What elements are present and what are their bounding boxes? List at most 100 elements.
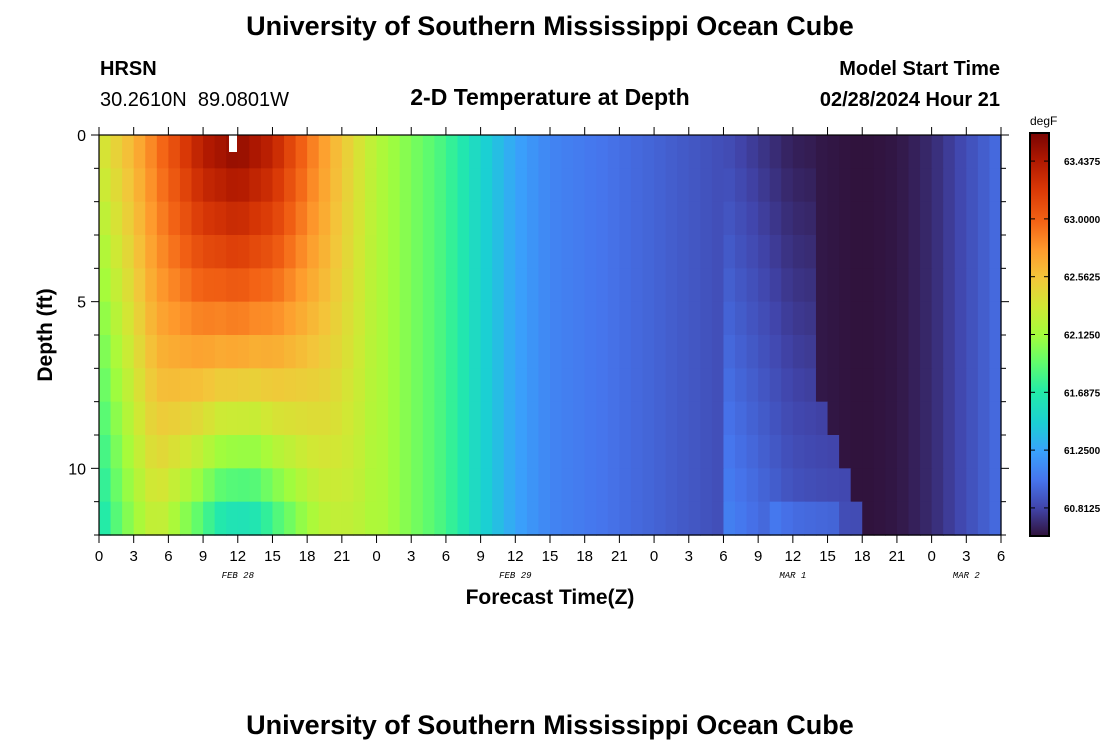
heatmap-cell	[411, 335, 424, 369]
heatmap-cell	[896, 268, 910, 303]
heatmap-cell	[619, 468, 632, 503]
heatmap-cell	[896, 168, 910, 203]
heatmap-cell	[827, 201, 840, 236]
heatmap-cell	[191, 335, 204, 369]
heatmap-cell	[307, 468, 320, 503]
heatmap-cell	[885, 368, 898, 403]
heatmap-cell	[804, 201, 817, 236]
heatmap-cell	[469, 201, 482, 236]
heatmap-cell	[99, 201, 112, 236]
heatmap-cell	[862, 435, 875, 469]
heatmap-cell	[700, 401, 713, 436]
heatmap-cell	[272, 501, 285, 536]
heatmap-cell	[434, 135, 447, 169]
heatmap-cell	[792, 301, 806, 336]
heatmap-cell	[492, 435, 505, 469]
heatmap-cell	[839, 501, 852, 536]
heatmap-cell	[607, 468, 620, 503]
heatmap-cell	[284, 268, 297, 303]
heatmap-cell	[457, 401, 470, 436]
heatmap-cell	[966, 468, 979, 503]
heatmap-cell	[122, 401, 135, 436]
heatmap-cell	[769, 201, 782, 236]
heatmap-cell	[896, 135, 910, 169]
heatmap-cell	[735, 401, 748, 436]
heatmap-cell	[445, 135, 459, 169]
heatmap-cell	[665, 168, 678, 203]
heatmap-cell	[179, 201, 193, 236]
heatmap-cell	[226, 168, 239, 203]
heatmap-cell	[758, 335, 771, 369]
heatmap-cell	[769, 235, 782, 269]
heatmap-cell	[434, 368, 447, 403]
heatmap-cell	[145, 301, 158, 336]
colorbar-tick-label: 63.4375	[1064, 157, 1100, 168]
heatmap-cell	[804, 135, 817, 169]
heatmap-cell	[133, 401, 146, 436]
heatmap-cell	[145, 268, 158, 303]
heatmap-cell	[492, 401, 505, 436]
heatmap-cell	[503, 468, 516, 503]
heatmap-cell	[307, 168, 320, 203]
heatmap-cell	[550, 401, 563, 436]
heatmap-cell	[364, 435, 378, 469]
heatmap-cell	[642, 435, 655, 469]
heatmap-cell	[931, 201, 944, 236]
heatmap-cell	[561, 501, 574, 536]
heatmap-cell	[827, 435, 840, 469]
heatmap-cell	[469, 468, 482, 503]
heatmap-cell	[665, 201, 678, 236]
heatmap-cell	[781, 368, 794, 403]
heatmap-cell	[642, 135, 655, 169]
heatmap-cell	[931, 501, 944, 536]
heatmap-cell	[966, 401, 979, 436]
heatmap-cell	[168, 235, 181, 269]
heatmap-cell	[156, 268, 169, 303]
heatmap-cell	[445, 201, 459, 236]
heatmap-cell	[769, 168, 782, 203]
heatmap-cell	[550, 168, 563, 203]
colorbar-tick-label: 60.8125	[1064, 504, 1100, 515]
heatmap-cell	[133, 201, 146, 236]
heatmap-cell	[156, 435, 169, 469]
heatmap-cell	[677, 368, 690, 403]
x-tick-label: 9	[199, 548, 207, 565]
heatmap-cell	[526, 235, 540, 269]
heatmap-cell	[434, 235, 447, 269]
heatmap-cell	[434, 501, 447, 536]
heatmap-cell	[723, 501, 736, 536]
heatmap-cell	[492, 335, 505, 369]
heatmap-cell	[561, 401, 574, 436]
heatmap-cell	[954, 435, 967, 469]
heatmap-cell	[272, 168, 285, 203]
heatmap-cell	[249, 201, 262, 236]
heatmap-cell	[607, 235, 620, 269]
heatmap-cell	[492, 268, 505, 303]
heatmap-cell	[781, 435, 794, 469]
heatmap-cell	[133, 501, 146, 536]
heatmap-cell	[341, 501, 355, 536]
heatmap-cell	[272, 268, 285, 303]
heatmap-cell	[735, 335, 748, 369]
heatmap-cell	[168, 435, 181, 469]
heatmap-cell	[792, 168, 806, 203]
heatmap-cell	[989, 235, 1002, 269]
heatmap-cell	[850, 268, 863, 303]
heatmap-cell	[815, 401, 829, 436]
heatmap-cell	[607, 135, 620, 169]
heatmap-cell	[353, 168, 366, 203]
heatmap-cell	[711, 401, 725, 436]
heatmap-cell	[191, 368, 204, 403]
heatmap-cell	[237, 401, 250, 436]
heatmap-cell	[943, 168, 956, 203]
heatmap-cell	[457, 168, 470, 203]
heatmap-cell	[249, 435, 262, 469]
heatmap-cell	[260, 268, 274, 303]
heatmap-cell	[815, 368, 829, 403]
heatmap-cell	[711, 468, 725, 503]
x-tick-label: 9	[754, 548, 762, 565]
heatmap-cell	[827, 268, 840, 303]
heatmap-cell	[943, 501, 956, 536]
heatmap-cell	[561, 268, 574, 303]
heatmap-cell	[376, 268, 389, 303]
